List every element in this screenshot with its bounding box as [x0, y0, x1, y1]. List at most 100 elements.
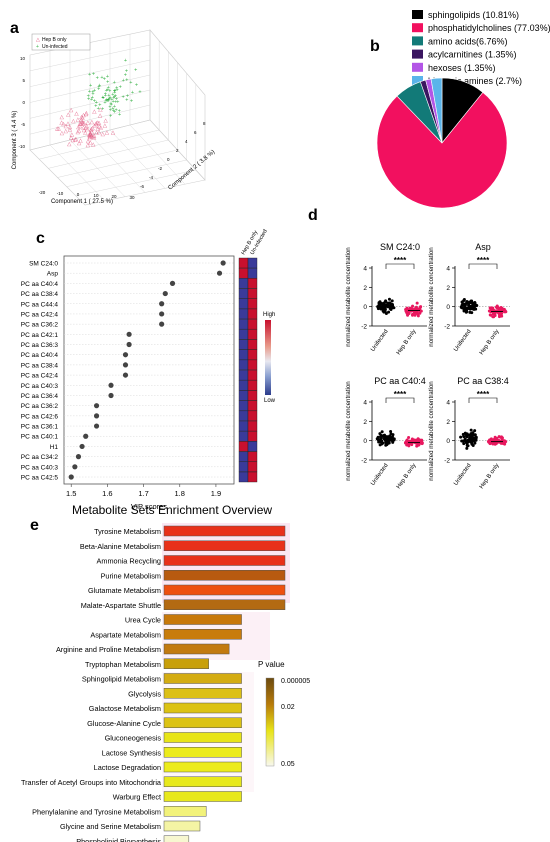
dotplot-point	[486, 440, 490, 444]
pca-point-hepb: △	[78, 121, 83, 127]
heat-cell-uninfected	[247, 298, 258, 309]
dotplot-point	[465, 446, 469, 450]
dotplot-point	[405, 306, 409, 310]
pca-gridline	[57, 149, 178, 178]
heat-cell-hepb	[238, 461, 249, 473]
pca-point-uninfected: +	[110, 102, 113, 108]
enrichment-bar	[163, 835, 190, 842]
dotplot-point	[487, 309, 491, 313]
dotplot-point	[416, 312, 420, 316]
dotplot-point	[460, 300, 464, 304]
enrichment-bar-label: Sphingolipid Metabolism	[82, 675, 161, 684]
pca-point-hepb: △	[105, 130, 110, 136]
dotplot-point	[410, 313, 414, 317]
pca-legend-box	[31, 33, 91, 51]
dotplot-point	[420, 442, 424, 446]
vip-point	[122, 372, 129, 378]
vip-point	[108, 382, 114, 388]
dotplot-point	[473, 441, 477, 445]
heat-cell-hepb	[238, 410, 249, 422]
vip-point	[159, 321, 165, 327]
enrichment-bar	[163, 806, 207, 817]
dotplot-y-label: normalized metabolite concentration	[345, 381, 352, 481]
enrichment-bar	[163, 614, 242, 625]
pca-z-tick: 5	[22, 78, 25, 83]
pca-point-hepb: △	[104, 118, 109, 124]
enrichment-bar	[163, 717, 242, 728]
dotplot-point	[490, 438, 494, 442]
dotplot-y-tick: 2	[446, 419, 450, 426]
dotplot: SM C24:0 -2 0 2 4 **** Unifected Hep B only norm…	[345, 242, 427, 356]
vip-y-tick: PC aa C36:2	[21, 403, 59, 410]
heat-cell-uninfected	[247, 278, 258, 289]
panel-letter-d: d	[308, 207, 318, 224]
heat-cell-uninfected	[247, 461, 258, 473]
pie-legend-label: acylcarnitines (1.35%)	[428, 50, 517, 60]
enrichment-bar-label: Arginine and Proline Metabolism	[56, 645, 161, 654]
pca-z-tick: -10	[18, 144, 25, 149]
dotplot-y-tick: 2	[446, 285, 450, 292]
heat-cell-uninfected	[247, 257, 258, 269]
pca-point-hepb: △	[59, 120, 64, 126]
dotplot-point	[463, 307, 467, 311]
vip-y-tick: PC aa C42:1	[21, 332, 59, 339]
pie-chart: sphingolipids (10.81%) phosphatidylcholin…	[376, 10, 550, 209]
dotplot-point	[465, 432, 469, 436]
dotplot-point	[387, 435, 391, 439]
dotplot-point	[419, 305, 423, 309]
pca-point-hepb: △	[64, 128, 69, 134]
dotplot-point	[462, 442, 466, 446]
pca-point-hepb: △	[92, 109, 97, 115]
pca-x-tick: 10	[93, 193, 99, 198]
dotplot-point	[415, 301, 419, 305]
pca-gridline	[66, 159, 187, 187]
pca-point-hepb: △	[69, 108, 74, 114]
enrichment-bar	[163, 540, 286, 551]
dotplot-point	[384, 443, 388, 447]
heat-cell-uninfected	[247, 369, 258, 381]
pca-point-hepb: △	[64, 123, 69, 129]
pca-point-uninfected: +	[115, 97, 118, 103]
dotplot-point	[471, 305, 475, 309]
dotplot-point	[385, 435, 389, 439]
pca-point-uninfected: +	[106, 98, 109, 104]
dotplot-point	[468, 436, 472, 440]
pca-point-hepb: △	[55, 126, 60, 132]
dotplot-point	[387, 297, 391, 301]
pca-point-hepb: △	[84, 125, 89, 131]
vip-y-tick: H1	[50, 444, 59, 451]
vip-y-tick: PC aa C34:2	[21, 454, 59, 461]
pca-point-hepb: △	[82, 128, 87, 134]
pca-point-hepb: △	[101, 131, 106, 137]
pca-point-uninfected: +	[113, 94, 116, 100]
pca-point-uninfected: +	[135, 82, 138, 88]
pca-point-uninfected: +	[111, 92, 114, 98]
vip-point	[122, 362, 129, 368]
pca-point-uninfected: +	[108, 96, 111, 102]
vip-point	[75, 454, 82, 460]
pca-point-uninfected: +	[87, 93, 90, 99]
dotplot-title: PC aa C38:4	[457, 376, 509, 386]
pie-slice	[430, 77, 443, 144]
pca-point-uninfected: +	[111, 99, 114, 105]
dotplot-point	[413, 313, 417, 317]
significance-bracket	[468, 263, 498, 269]
pca-x-tick: 30	[129, 195, 135, 200]
pca-y-tick: 4	[185, 139, 188, 144]
pca-point-uninfected: +	[124, 72, 127, 78]
pca-point-hepb: △	[90, 119, 95, 125]
heat-cell-hepb	[238, 257, 249, 269]
pca-x-tick: -10	[57, 191, 64, 196]
dotplot-point	[462, 434, 466, 438]
pca-point-uninfected: +	[112, 95, 115, 101]
dotplot-point	[390, 299, 394, 303]
vip-point	[220, 260, 226, 266]
significance-bracket	[385, 263, 415, 269]
pca-point-uninfected: +	[116, 87, 119, 93]
vip-x-tick: 1.6	[102, 489, 112, 498]
pca-point-uninfected: +	[109, 101, 112, 107]
pca-point-uninfected: +	[106, 74, 109, 80]
enrichment-bar-label: Tyrosine Metabolism	[94, 527, 161, 536]
vip-colorbar-low: Low	[264, 398, 276, 404]
pie-legend-label: amino acids(6.76%)	[428, 36, 508, 46]
